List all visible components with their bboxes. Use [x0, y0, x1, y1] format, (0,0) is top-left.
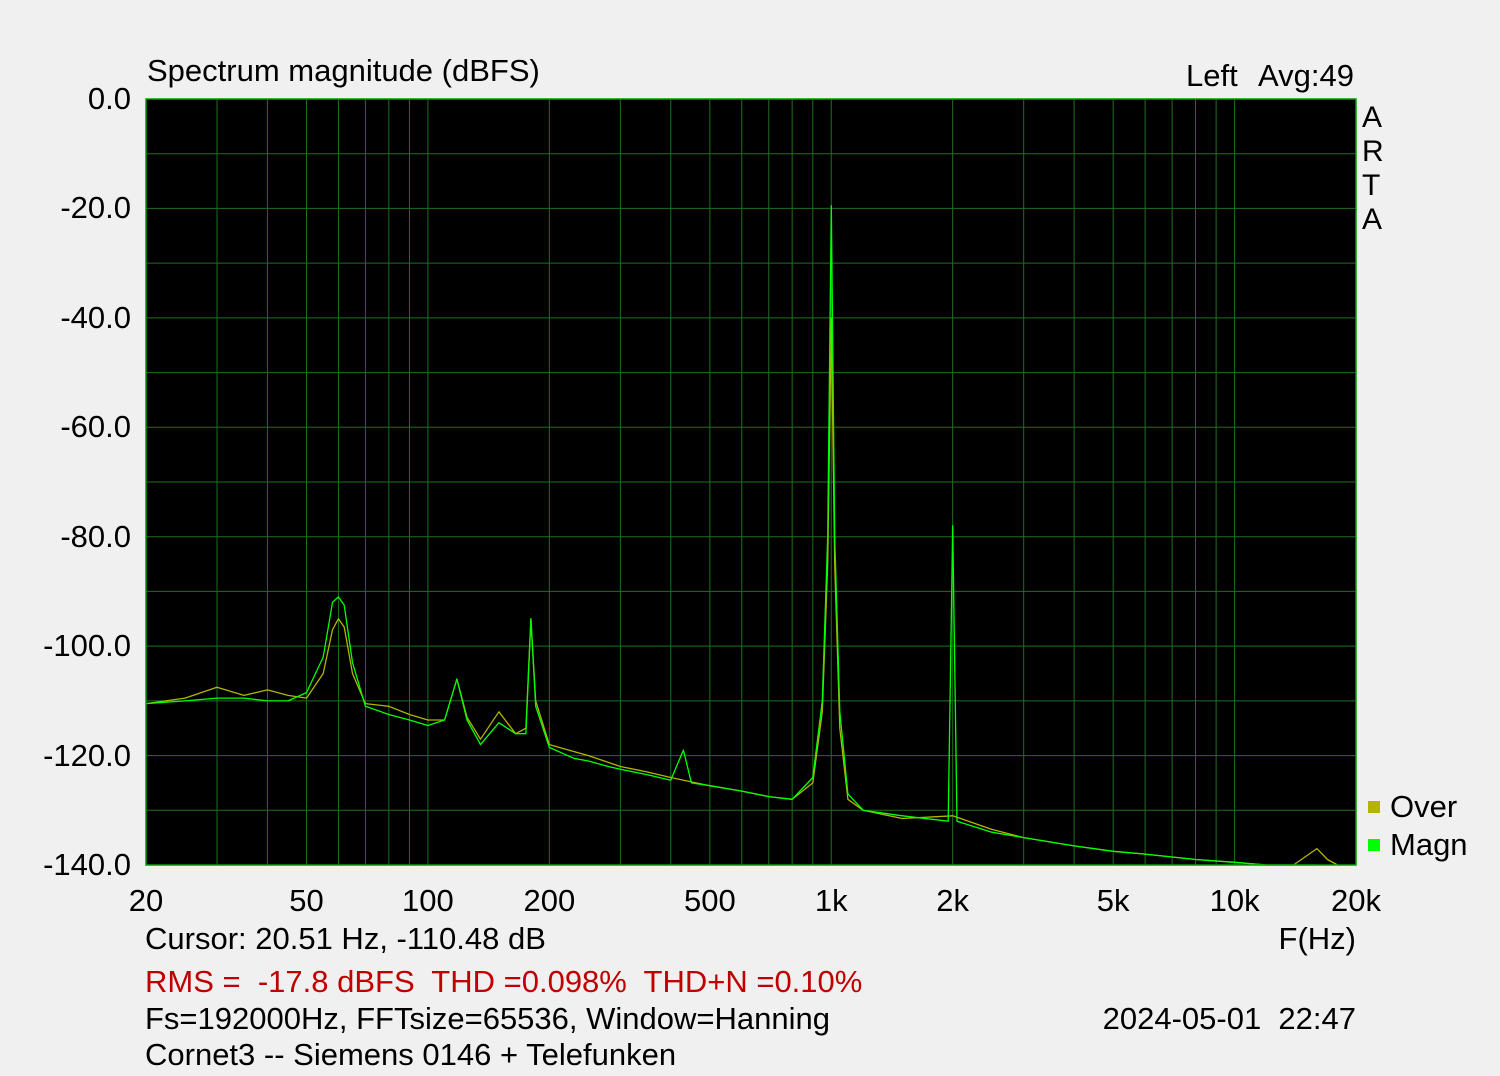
x-tick-label: 200 — [523, 883, 576, 918]
legend-label: Magn — [1390, 827, 1468, 862]
y-tick-label: -40.0 — [60, 299, 131, 335]
y-tick-label: -140.0 — [43, 847, 131, 882]
y-tick-label: -60.0 — [60, 409, 131, 445]
brand-letter: A — [1362, 203, 1383, 236]
y-tick-label: -100.0 — [43, 628, 131, 664]
brand-letter: A — [1362, 101, 1383, 134]
brand-letter: T — [1362, 169, 1381, 202]
x-tick-label: 500 — [683, 883, 736, 918]
plot-frame — [145, 98, 1357, 866]
y-tick-label: -80.0 — [60, 518, 131, 554]
cursor-readout: Cursor: 20.51 Hz, -110.48 dB — [145, 921, 546, 956]
legend-item-over: Over — [1368, 791, 1457, 822]
legend-label: Over — [1390, 789, 1458, 824]
measurement-description: Cornet3 -- Siemens 0146 + Telefunken — [145, 1037, 677, 1072]
x-tick-label: 1k — [814, 883, 848, 918]
legend-swatch — [1368, 838, 1380, 851]
x-tick-label: 20 — [128, 883, 164, 918]
series-group — [145, 205, 1338, 866]
x-tick-label: 2k — [936, 883, 970, 918]
legend-swatch — [1368, 800, 1380, 813]
average-count: Avg:49 — [1258, 58, 1354, 93]
y-tick-label: 0.0 — [87, 81, 131, 116]
x-tick-label: 5k — [1096, 883, 1130, 918]
measurement-stats: RMS = -17.8 dBFS THD =0.098% THD+N =0.10… — [145, 964, 863, 999]
x-tick-label: 10k — [1209, 883, 1260, 918]
y-tick-label: -20.0 — [60, 190, 131, 226]
x-axis-unit-label: F(Hz) — [1278, 921, 1356, 956]
measurement-datetime: 2024-05-01 22:47 — [1102, 1001, 1356, 1036]
x-tick-label: 50 — [289, 883, 324, 918]
brand-letter: R — [1362, 135, 1384, 168]
analyzer-settings: Fs=192000Hz, FFTsize=65536, Window=Hanni… — [145, 1001, 830, 1036]
chart-title: Spectrum magnitude (dBFS) — [147, 53, 540, 88]
legend-item-magn: Magn — [1368, 829, 1468, 860]
series-line-magn — [145, 205, 1317, 866]
x-tick-label: 20k — [1331, 883, 1381, 918]
channel-label: Left — [1186, 58, 1238, 93]
x-tick-label: 100 — [402, 883, 454, 918]
y-tick-label: -120.0 — [43, 737, 131, 773]
